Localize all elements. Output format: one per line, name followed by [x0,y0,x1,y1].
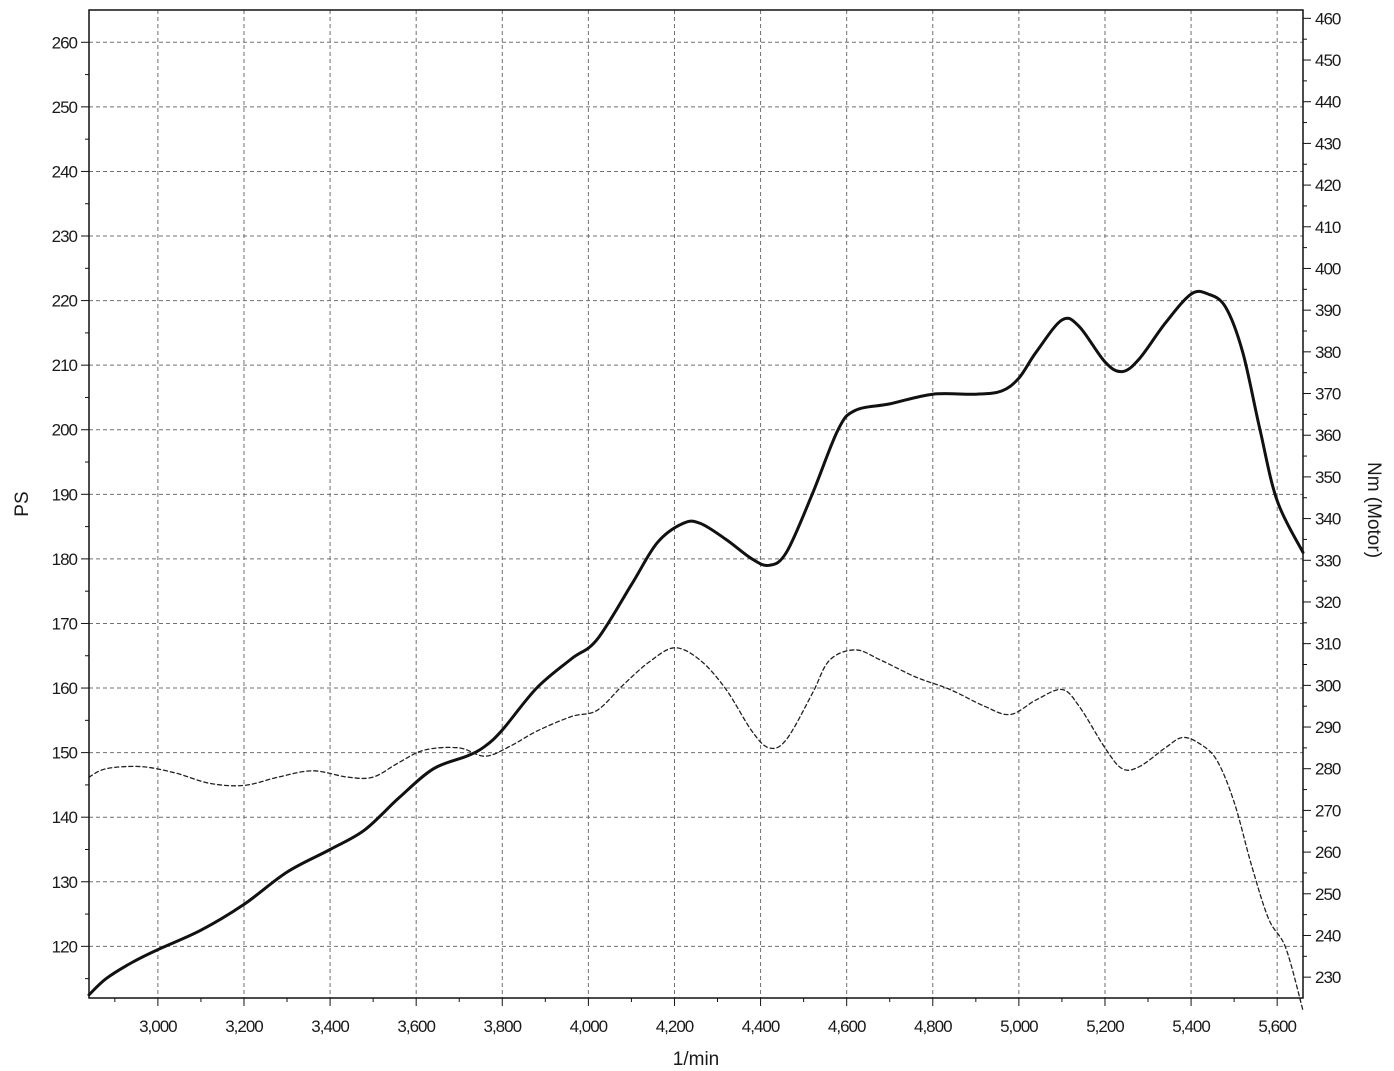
power-curve-ps [87,289,1305,997]
right-y-tick-label: 450 [1315,51,1341,70]
right-y-tick-label: 300 [1315,676,1341,695]
x-tick-label: 5,200 [1086,1017,1124,1036]
x-tick-label: 4,000 [570,1017,608,1036]
left-y-tick-label: 160 [52,679,78,698]
torque-curve-nm [88,647,1304,1012]
grid-lines [89,10,1303,998]
left-y-tick-label: 130 [52,873,78,892]
x-tick-label: 5,000 [1000,1017,1038,1036]
right-y-tick-label: 350 [1315,468,1341,487]
right-y-tick-label: 230 [1315,968,1341,987]
left-y-tick-label: 210 [52,356,78,375]
left-y-tick-label: 200 [52,421,78,440]
left-y-tick-label: 190 [52,485,78,504]
x-tick-label: 4,600 [828,1017,866,1036]
x-tick-label: 3,200 [225,1017,263,1036]
plot-frame [88,9,1304,999]
left-y-tick-label: 120 [52,937,78,956]
left-y-tick-label: 260 [52,33,78,52]
right-y-tick-label: 260 [1315,843,1341,862]
right-y-tick-label: 330 [1315,551,1341,570]
right-y-tick-label: 310 [1315,635,1341,654]
right-y-tick-label: 460 [1315,9,1341,28]
x-tick-label: 3,000 [139,1017,177,1036]
right-y-tick-label: 280 [1315,760,1341,779]
right-y-tick-label: 380 [1315,343,1341,362]
right-y-tick-label: 410 [1315,218,1341,237]
x-tick-label: 3,800 [484,1017,522,1036]
series-lines [87,289,1305,1012]
left-y-tick-label: 140 [52,808,78,827]
right-y-tick-label: 420 [1315,176,1341,195]
left-y-tick-label: 170 [52,614,78,633]
right-y-tick-label: 250 [1315,885,1341,904]
left-y-tick-label: 150 [52,744,78,763]
right-y-tick-label: 440 [1315,93,1341,112]
right-y-tick-label: 270 [1315,801,1341,820]
x-tick-label: 4,800 [914,1017,952,1036]
x-tick-label: 3,400 [311,1017,349,1036]
right-y-tick-label: 370 [1315,385,1341,404]
right-y-tick-label: 360 [1315,426,1341,445]
left-y-tick-label: 220 [52,292,78,311]
left-y-axis-title: PS [12,491,33,516]
x-axis-title: 1/min [673,1049,719,1070]
x-tick-label: 5,400 [1172,1017,1210,1036]
right-y-axis: 230 240 250 260 270 280 290 300 310 320 330 340 350 3… [1303,9,1342,987]
right-y-tick-label: 290 [1315,718,1341,737]
x-tick-label: 5,600 [1258,1017,1296,1036]
right-y-tick-label: 400 [1315,259,1341,278]
x-axis: 3,000 3,200 3,400 3,600 3,800 4,000 4,200 4,400… [114,998,1297,1036]
left-y-axis: 120 130 140 150 160 170 180 190 200 210 220 230 240 2… [52,33,89,980]
right-y-tick-label: 320 [1315,593,1341,612]
right-y-tick-label: 240 [1315,926,1341,945]
right-y-tick-label: 430 [1315,134,1341,153]
right-y-axis-title: Nm (Motor) [1363,462,1384,558]
left-y-tick-label: 230 [52,227,78,246]
right-y-tick-label: 390 [1315,301,1341,320]
left-y-tick-label: 180 [52,550,78,569]
right-y-tick-label: 340 [1315,510,1341,529]
left-y-tick-label: 240 [52,162,78,181]
x-tick-label: 3,600 [397,1017,435,1036]
x-tick-label: 4,400 [742,1017,780,1036]
x-tick-label: 4,200 [656,1017,694,1036]
left-y-tick-label: 250 [52,98,78,117]
